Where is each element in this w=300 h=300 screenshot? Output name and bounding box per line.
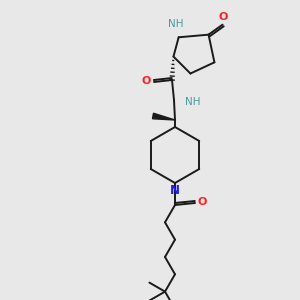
Text: N: N xyxy=(170,184,180,197)
Text: O: O xyxy=(219,12,228,22)
Text: NH: NH xyxy=(185,97,200,107)
Text: O: O xyxy=(198,197,207,207)
Polygon shape xyxy=(152,113,175,120)
Text: NH: NH xyxy=(168,19,183,29)
Text: O: O xyxy=(142,76,151,86)
